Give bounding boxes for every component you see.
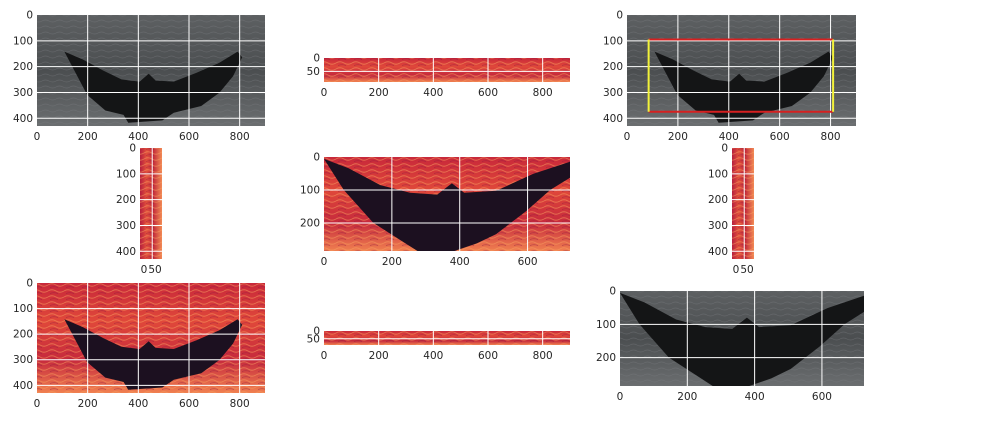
- y-tick-label: 0: [721, 143, 728, 155]
- y-tick-label: 300: [708, 220, 728, 232]
- y-tick-label: 0: [26, 278, 33, 290]
- y-tick-label: 400: [603, 113, 623, 125]
- y-tick-label: 100: [603, 35, 623, 47]
- y-tick-label: 400: [708, 246, 728, 258]
- panel-grayscale-full: 0 200 400 600 800 0 100 200 300 400: [13, 10, 265, 143]
- x-tick-label: 0: [34, 131, 41, 143]
- x-tick-label: 800: [821, 131, 841, 143]
- y-tick-label: 0: [129, 143, 136, 155]
- x-tick-label: 800: [230, 398, 250, 410]
- x-tick-label: 0: [34, 398, 41, 410]
- x-tick-label: 200: [78, 131, 98, 143]
- x-tick-label: 200: [668, 131, 688, 143]
- x-tick-label: 400: [745, 391, 765, 403]
- y-tick-label: 400: [13, 380, 33, 392]
- x-tick-label: 50: [740, 264, 753, 276]
- x-tick-label: 0: [617, 391, 624, 403]
- y-tick-label: 300: [13, 87, 33, 99]
- panel-magma-full: 0 200 400 600 800 0 100 200 300 400: [13, 278, 265, 410]
- panel-magma-crop: 0 200 400 600 0 100 200: [300, 152, 570, 268]
- x-tick-label: 400: [450, 256, 470, 268]
- panel-magma-strip-top: 0 200 400 600 800 050: [307, 53, 570, 99]
- x-tick-label: 400: [128, 131, 148, 143]
- panel-grayscale-crop: 0 200 400 600 0 100 200: [596, 286, 864, 403]
- x-tick-label: 600: [179, 131, 199, 143]
- image-texture: [324, 58, 570, 82]
- y-tick-label: 400: [116, 246, 136, 258]
- y-tick-label: 300: [13, 354, 33, 366]
- x-tick-label: 200: [78, 398, 98, 410]
- y-tick-label: 100: [300, 184, 320, 196]
- x-tick-label: 400: [128, 398, 148, 410]
- x-tick-label: 50: [148, 264, 161, 276]
- x-tick-label: 800: [230, 131, 250, 143]
- y-tick-label: 100: [13, 303, 33, 315]
- x-tick-label: 400: [719, 131, 739, 143]
- fluke-silhouette: [324, 158, 570, 251]
- x-tick-label: 200: [677, 391, 697, 403]
- x-tick-label: 400: [423, 350, 443, 362]
- x-tick-label: 200: [369, 350, 389, 362]
- x-tick-label: 0: [624, 131, 631, 143]
- y-tick-label: 0: [609, 286, 616, 298]
- x-tick-label: 0: [321, 256, 328, 268]
- y-tick-label: 0: [616, 10, 623, 22]
- x-tick-label: 200: [369, 87, 389, 99]
- fluke-silhouette: [620, 292, 864, 386]
- panel-grayscale-with-bbox: 0 200 400 600 800 0 100 200 300 400: [603, 10, 856, 143]
- x-tick-label: 800: [533, 87, 553, 99]
- y-tick-label: 0: [313, 152, 320, 164]
- y-tick-label: 100: [13, 35, 33, 47]
- y-tick-label: 200: [300, 217, 320, 229]
- x-tick-label: 400: [423, 87, 443, 99]
- fluke-silhouette: [64, 319, 243, 390]
- y-tick-label: 200: [13, 329, 33, 341]
- y-tick-label: 300: [116, 220, 136, 232]
- fluke-silhouette: [64, 51, 243, 123]
- image-texture: [140, 148, 162, 259]
- y-tick-label: 200: [596, 352, 616, 364]
- y-tick-label: 200: [116, 194, 136, 206]
- y-tick-label: 300: [603, 87, 623, 99]
- x-tick-label: 600: [478, 87, 498, 99]
- y-tick-label: 100: [116, 168, 136, 180]
- y-tick-label: 100: [596, 319, 616, 331]
- y-tick-label: 200: [708, 194, 728, 206]
- y-tick-label: 100: [708, 168, 728, 180]
- x-tick-label: 600: [179, 398, 199, 410]
- image-texture: [324, 331, 570, 345]
- y-tick-label: 200: [13, 61, 33, 73]
- y-tick-label: 50: [307, 66, 320, 78]
- x-tick-label: 600: [770, 131, 790, 143]
- x-tick-label: 600: [478, 350, 498, 362]
- y-tick-label: 50: [307, 333, 320, 345]
- x-tick-label: 200: [382, 256, 402, 268]
- fluke-silhouette: [654, 51, 834, 123]
- x-tick-label: 800: [533, 350, 553, 362]
- x-tick-label: 600: [518, 256, 538, 268]
- panel-magma-strip-bottom: 0 200 400 600 800 050: [307, 326, 570, 362]
- y-tick-label: 0: [313, 326, 320, 338]
- y-tick-label: 0: [26, 10, 33, 22]
- x-tick-label: 0: [321, 87, 328, 99]
- x-tick-label: 600: [812, 391, 832, 403]
- x-tick-label: 0: [321, 350, 328, 362]
- x-tick-label: 0: [141, 264, 148, 276]
- y-tick-label: 0: [313, 53, 320, 65]
- x-tick-label: 0: [733, 264, 740, 276]
- y-tick-label: 400: [13, 113, 33, 125]
- image-texture: [732, 148, 754, 259]
- y-tick-label: 200: [603, 61, 623, 73]
